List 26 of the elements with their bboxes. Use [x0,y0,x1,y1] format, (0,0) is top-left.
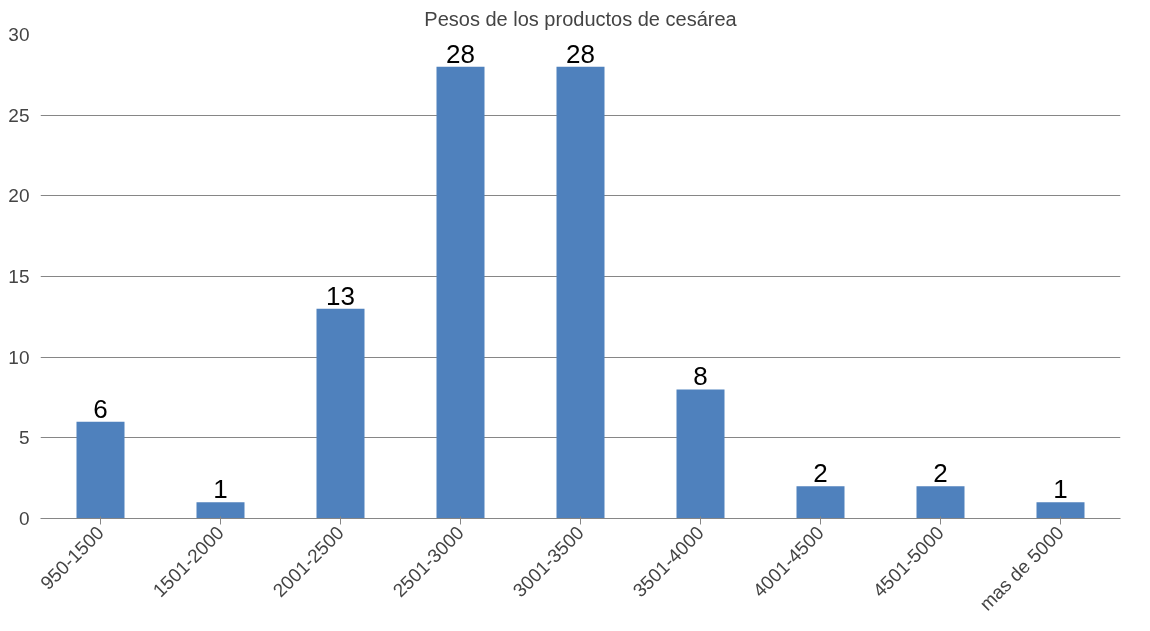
y-tick-label: 25 [8,104,30,126]
bar [76,421,125,519]
y-tick-label: 5 [18,427,30,449]
y-tick-label: 15 [8,266,30,287]
bar [556,66,605,519]
data-label: 2 [813,458,828,489]
data-label: 1 [213,474,228,505]
chart-title: Pesos de los productos de cesárea [424,7,738,30]
data-label: 13 [326,280,355,311]
data-label: 2 [933,458,948,489]
bar [436,66,485,519]
data-label: 28 [566,38,595,69]
y-tick-label: 30 [8,24,30,45]
bar [916,486,965,519]
y-tick-label: 10 [8,346,30,368]
bar [316,308,365,519]
bar [1036,502,1085,519]
data-label: 28 [446,38,475,69]
bar [196,502,245,519]
y-tick-label: 20 [8,185,30,207]
bar [796,486,845,519]
data-label: 8 [693,361,708,392]
data-label: 1 [1053,474,1068,505]
y-tick-label: 0 [18,508,30,529]
bar [676,389,725,519]
data-label: 6 [93,393,108,424]
